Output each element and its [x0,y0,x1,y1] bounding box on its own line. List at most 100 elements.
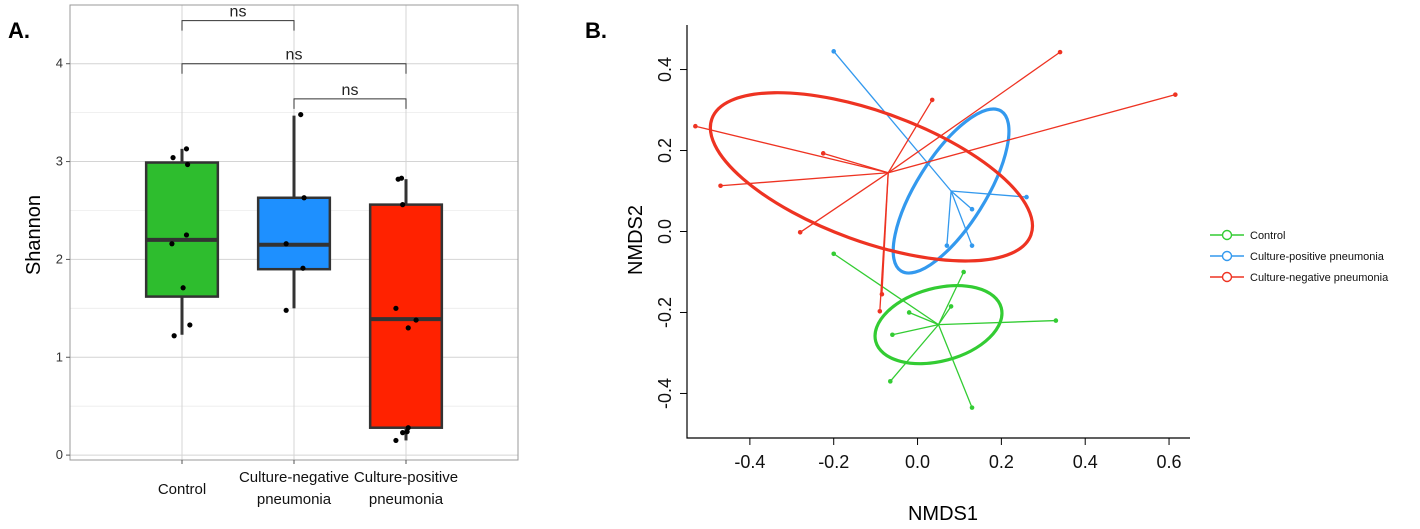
sample-point [929,97,935,103]
legend-marker [1221,271,1233,283]
group-ellipse [708,91,1035,263]
panel-a-y-tick-label: 4 [56,56,63,71]
spider-line [937,324,973,408]
panel-a-y-tick-label: 0 [56,447,63,462]
spider-line [887,51,1061,174]
data-point [171,333,177,339]
sample-point [797,230,803,235]
panel-b-y-tick-label: -0.2 [655,297,675,328]
spider-line [938,319,1056,326]
category-label: Control [158,481,206,498]
data-point [400,202,406,208]
significance-label: ns [342,82,359,99]
data-point [413,317,419,323]
sample-point [1173,92,1178,97]
data-point [298,111,304,118]
spider-line [892,323,939,336]
sample-point [1057,49,1063,55]
data-point [185,161,191,168]
box-body [256,196,332,271]
panel-b-x-tick-label: -0.4 [734,452,765,472]
data-point [183,146,190,152]
spider-line [888,94,1176,174]
sample-point [1053,318,1059,323]
category-label: pneumonia [369,491,444,508]
data-point [405,425,411,431]
sample-point [693,123,698,129]
group-ellipse [891,107,1011,275]
panel-b-x-axis-title: NMDS1 [908,503,978,525]
panel-b-y-tick-label: 0.4 [655,57,675,82]
panel-a-y-tick-label: 2 [56,251,63,266]
sample-point [887,379,893,384]
panel-b-x-tick-label: -0.2 [818,452,849,472]
significance-label: ns [230,4,247,21]
sample-point [890,332,895,338]
data-point [400,430,406,436]
sample-point [877,308,883,314]
box-body [144,161,220,298]
panel-b-x-tick-label: 0.4 [1073,452,1098,472]
legend-label: Culture-positive pneumonia [1250,251,1385,263]
spider-line [937,306,952,325]
sample-point [831,49,837,54]
significance-bracket [181,20,295,31]
panel-b-y-tick-label: 0.2 [655,138,675,163]
spider-line [879,172,889,312]
panel-b-x-tick-label: 0.2 [989,452,1014,472]
spider-line [695,125,889,174]
group-ellipse [873,284,1004,366]
sample-point [820,151,826,156]
panel-b-x-tick-label: 0.6 [1157,452,1182,472]
sample-point [948,304,954,309]
category-label: pneumonia [257,491,332,508]
data-point [180,285,186,291]
data-point [393,305,399,311]
sample-point [961,269,966,275]
panel-b-axes [686,25,1190,439]
spider-line [889,324,939,382]
panel-b-legend: Control Culture-positive pneumonia Culture… [1210,229,1389,284]
data-point [169,241,175,247]
legend-marker [1221,229,1233,241]
category-label: Culture-positive [354,469,458,486]
panel-b-x-tick-label: 0.0 [905,452,930,472]
spider-line [950,190,973,246]
spider-line [823,152,889,174]
legend-label: Control [1250,230,1285,242]
panel-b-y-axis-title: NMDS2 [625,205,647,275]
sample-point [879,291,885,297]
sample-point [831,251,837,257]
panel-a-y-tick-label: 1 [56,349,63,364]
sample-point [906,310,912,315]
spider-line [908,311,939,326]
spider-line [937,271,965,325]
sample-point [969,243,975,248]
sample-point [944,243,950,248]
panel-b-label: B. [585,18,607,43]
data-point [183,232,190,238]
sample-point [969,206,975,212]
legend-marker [1221,250,1233,262]
sample-point [718,183,723,189]
data-point [404,429,410,435]
data-point [283,241,289,247]
significance-bracket [293,98,407,109]
spider-line [946,190,952,246]
data-point [393,437,399,444]
significance-bracket [181,63,407,74]
significance-label: ns [286,47,303,64]
spider-line [887,99,933,174]
data-point [301,195,307,201]
legend-label: Culture-negative pneumonia [1250,272,1389,284]
data-point [300,265,306,271]
panel-b-nmds-plot: B. NMDS1 NMDS2 -0.4 -0.2 0.0 0.2 0.4 0.6 -0.4 -… [585,18,1190,525]
spider-line [833,253,939,326]
panel-a-label: A. [8,18,30,43]
data-point [398,175,405,181]
panel-a-y-tick-label: 3 [56,154,63,169]
spider-line [833,50,952,192]
category-label: Culture-negative [239,469,349,486]
panel-b-y-tick-label: 0.0 [655,219,675,244]
